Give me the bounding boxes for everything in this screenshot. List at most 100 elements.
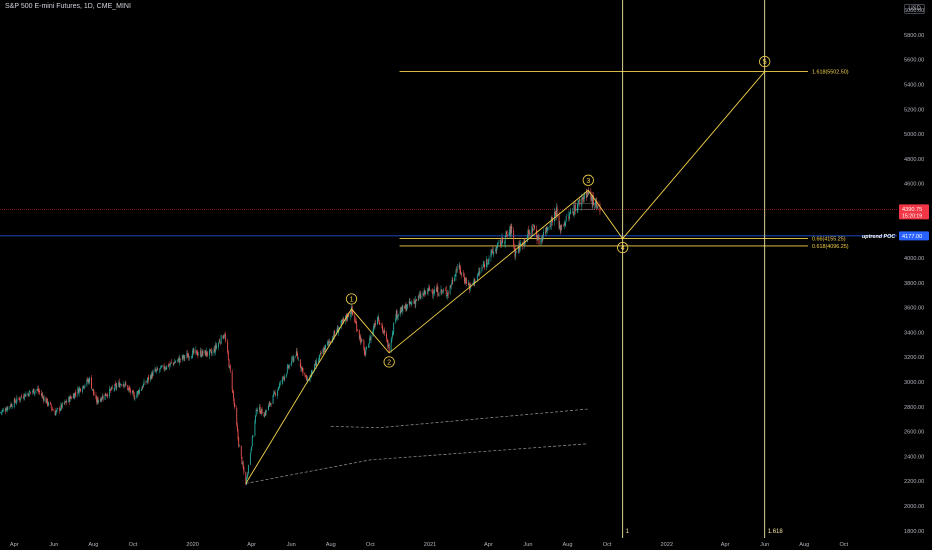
candle-body [334, 331, 336, 335]
poc-price-badge [899, 231, 929, 241]
candle-body [387, 339, 389, 348]
candle-body [23, 398, 25, 399]
candle-body [238, 446, 240, 447]
candle-body [386, 339, 388, 341]
candle-body [383, 331, 385, 332]
candle-body [445, 289, 447, 291]
candle-body [43, 397, 45, 402]
candle-body [202, 351, 204, 354]
candle-body [455, 270, 457, 277]
candle-body [154, 369, 156, 372]
candle-body [386, 333, 388, 339]
candle-body [577, 203, 579, 210]
candle-body [478, 271, 480, 276]
candle-body [518, 243, 520, 252]
candle-body [329, 341, 330, 343]
support-band [573, 203, 595, 210]
candle-body [107, 394, 109, 396]
candle-body [300, 365, 302, 369]
candle-body [550, 225, 552, 226]
candle-body [129, 389, 131, 393]
candle-body [274, 392, 276, 393]
candle-body [141, 387, 143, 390]
candle-body [25, 394, 27, 397]
candle-body [520, 243, 522, 244]
candle-body [255, 415, 256, 422]
candle-body [74, 392, 76, 394]
candle-body [527, 230, 529, 238]
candle-body [78, 388, 79, 394]
candle-body [181, 355, 183, 360]
candle-body [375, 323, 376, 325]
candle-body [554, 211, 555, 222]
y-tick-label: 5400.00 [904, 82, 924, 88]
candle-body [245, 472, 247, 485]
candle-body [46, 398, 48, 405]
candle-body [286, 366, 288, 374]
candle-body [531, 226, 533, 237]
candle-body [38, 390, 40, 392]
wave-label: 1 [350, 296, 354, 303]
candle-body [504, 242, 506, 243]
candle-body [488, 258, 490, 261]
candle-body [497, 241, 499, 245]
candle-body [565, 215, 567, 222]
candle-body [442, 290, 444, 292]
candle-body [393, 322, 395, 333]
y-tick-label: 5000.00 [904, 132, 924, 138]
candle-body [270, 404, 272, 405]
candle-body [569, 213, 570, 220]
candle-body [63, 402, 65, 404]
candle-body [233, 398, 235, 405]
candle-body [443, 290, 445, 291]
candle-body [537, 235, 539, 238]
candle-body [563, 225, 565, 227]
candle-body [211, 352, 213, 354]
candle-body [92, 388, 94, 394]
candle-body [491, 248, 493, 253]
candle-body [297, 354, 299, 359]
candle-body [28, 390, 30, 397]
candle-body [78, 388, 80, 394]
candle-body [361, 340, 363, 341]
price-axis[interactable] [897, 0, 932, 550]
candle-body [284, 375, 286, 379]
candle-body [558, 215, 560, 229]
candle-body [515, 250, 517, 257]
candle-body [315, 362, 317, 366]
candle-body [146, 380, 148, 382]
candle-body [20, 396, 22, 398]
candle-body [260, 412, 262, 414]
candle-body [272, 395, 274, 404]
candle-body [460, 273, 462, 275]
candle-body [522, 244, 524, 246]
candle-body [422, 293, 424, 296]
candle-body [124, 382, 126, 385]
candle-body [308, 379, 310, 381]
y-tick-label: 3000.00 [904, 380, 924, 386]
x-tick-label: Aug [563, 542, 573, 548]
candle-body [190, 356, 192, 358]
candle-body [59, 407, 61, 411]
candle-body [411, 302, 413, 304]
currency-badge[interactable]: USD [904, 4, 925, 14]
candle-body [55, 410, 57, 412]
candle-body [413, 300, 415, 304]
candle-body [301, 367, 303, 370]
candle-body [37, 388, 39, 392]
candle-body [138, 391, 140, 394]
candle-body [552, 218, 554, 223]
candle-body [116, 385, 118, 389]
candle-body [591, 195, 593, 205]
candle-body [369, 337, 371, 343]
candle-body [504, 236, 506, 244]
candle-body [256, 409, 258, 411]
candle-body [565, 221, 567, 227]
fib-level-label: 1.618(5502.50) [812, 70, 849, 76]
candle-body [92, 389, 94, 390]
x-tick-label: Jun [49, 542, 58, 548]
candle-body [143, 381, 145, 386]
candle-body [59, 409, 61, 411]
candle-body [445, 290, 447, 295]
